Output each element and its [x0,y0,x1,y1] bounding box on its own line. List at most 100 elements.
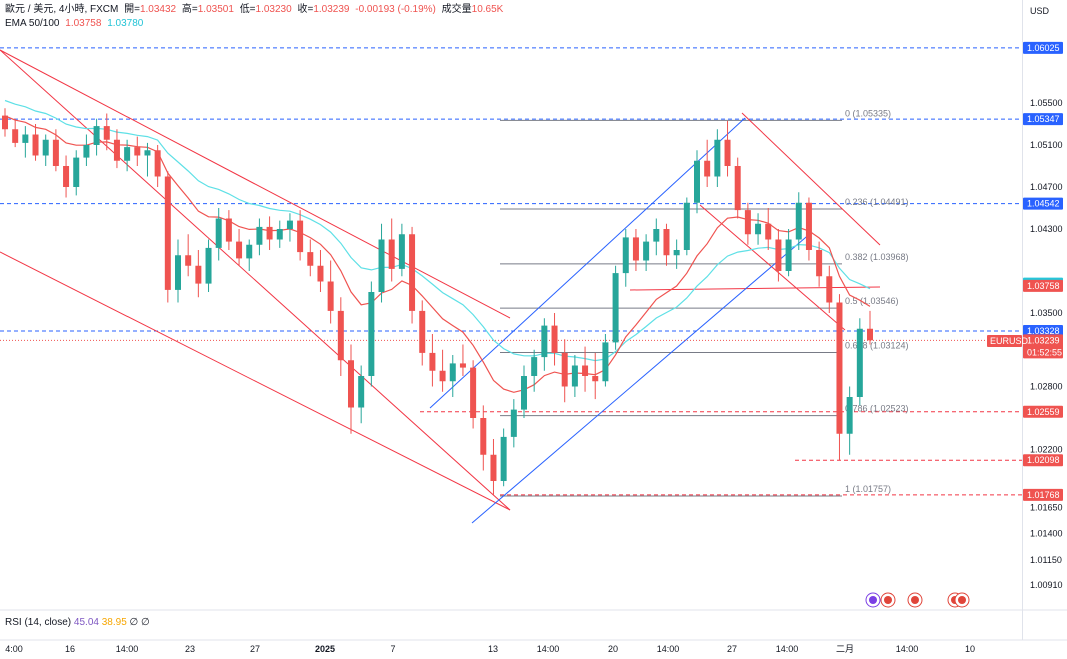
candle-body [63,166,70,187]
candle-body [622,237,629,274]
symbol-tag-label: EURUSD [990,336,1029,346]
candle-body [42,139,49,156]
candle-body [52,139,59,166]
candle-body [694,160,700,203]
candle-body [775,239,782,271]
economic-event-icon [954,592,970,608]
price-tag-label: 1.03328 [1027,326,1060,336]
ema50-value: 1.03758 [65,18,102,29]
candle-body [480,418,487,455]
candle-body [124,147,131,161]
rsi-label: RSI (14, close) [5,617,72,628]
candle-body [32,134,39,156]
candle-body [348,360,354,408]
y-tick-label: 1.03500 [1030,308,1063,318]
candle-body [256,226,263,245]
candle-body [632,237,639,261]
candle-body [236,241,243,259]
y-tick-label: 1.02800 [1030,382,1063,392]
rsi-value: 45.04 [73,617,99,628]
candle-body [714,139,721,177]
price-tag-label: 1.03758 [1027,281,1060,291]
candle-body [286,220,293,229]
rsi-ma-value: 38.95 [101,617,127,628]
candle-body [419,310,426,353]
candle-body [175,255,181,290]
candle-body [755,223,762,235]
price-tag-label: 1.04542 [1027,199,1060,209]
candle-body [73,157,80,187]
candle-body [185,255,192,266]
candle-body [246,244,253,259]
fib-level-label: 0.236 (1.04491) [845,197,909,207]
candle-body [571,365,578,387]
candle-body [307,252,314,266]
low-label: 低= [239,4,256,15]
candle-body [795,202,802,240]
ema-label: EMA 50/100 [5,18,60,29]
price-tag [1023,325,1063,338]
candle-body [215,218,222,248]
x-tick-label: 2025 [315,644,335,654]
x-tick-label: 14:00 [657,644,680,654]
price-tag-label: 1.02098 [1027,455,1060,465]
economic-event-icon [865,592,881,608]
rsi-legend[interactable]: RSI (14, close) 45.04 38.95 ∅ ∅ [5,617,150,628]
candle-body [510,409,517,437]
close-label: 收= [297,4,314,15]
candle-body [551,325,558,353]
candle-body [541,325,548,358]
price-tag [1023,279,1063,292]
y-tick-label: 1.01650 [1030,502,1063,512]
candle-body [459,363,466,368]
candle-body [867,328,873,341]
candle-body [531,357,538,376]
candle-body [358,376,365,408]
candle-body [521,376,527,410]
change-value: -0.00193 (-0.19%) [355,4,436,15]
price-tag [1023,334,1063,359]
rsi-v3: ∅ [129,617,139,628]
candle-body [724,139,731,166]
y-tick-label: 1.04700 [1030,182,1063,192]
x-tick-label: 二月 [836,644,854,654]
x-tick-label: 14:00 [537,644,560,654]
ema-legend[interactable]: EMA 50/100 1.03758 1.03780 [5,18,146,30]
neckline [629,286,881,291]
downtrend-channel-line [0,49,511,319]
candle-body [378,239,385,292]
price-tag-label: 1.03239 [1027,335,1060,345]
x-tick-label: 7 [390,644,395,654]
candle-body [134,147,141,156]
candle-body [663,229,670,256]
x-tick-label: 23 [185,644,195,654]
candle-body [582,365,589,376]
candle-body [439,370,446,382]
price-tag-label: 1.01768 [1027,490,1060,500]
candle-body [856,328,863,397]
ema50-line [4,115,871,393]
candle-body [816,250,823,277]
candle-body [266,226,273,240]
candle-body [429,352,436,371]
currency-label[interactable]: USD [1030,6,1050,16]
candle-body [276,229,283,240]
candle-body [113,139,120,161]
candle-body [592,376,599,382]
price-tag [1023,488,1063,501]
candle-body [836,302,843,434]
y-tick-label: 1.02200 [1030,445,1063,455]
volume-value: 10.65K [471,4,504,15]
candle-body [470,367,477,418]
y-tick-label: 1.01150 [1030,555,1062,565]
candle-body [2,115,8,130]
symbol-legend[interactable]: 歐元 / 美元, 4小時, FXCM 開=1.03432 高=1.03501 低… [5,4,506,16]
candle-body [683,202,690,250]
countdown-label: 01:52:55 [1027,347,1062,357]
candle-body [643,241,650,261]
x-tick-label: 13 [488,644,498,654]
candle-body [785,239,792,271]
x-tick-label: 14:00 [776,644,799,654]
candle-body [83,145,90,158]
